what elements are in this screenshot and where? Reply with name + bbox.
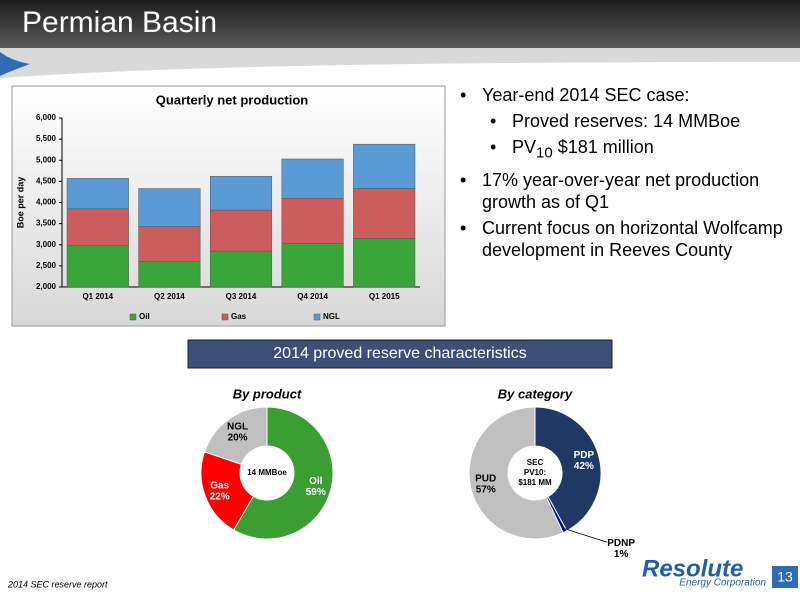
legend-label: Gas — [231, 312, 247, 321]
legend-swatch — [313, 313, 321, 321]
slice-label: PUD — [475, 474, 496, 485]
y-tick-label: 6,000 — [36, 113, 57, 122]
bullet-list: Year-end 2014 SEC case: Proved reserves:… — [458, 84, 793, 265]
y-tick-label: 5,000 — [36, 155, 57, 164]
y-tick-label: 4,000 — [36, 198, 57, 207]
x-tick-label: Q2 2014 — [154, 292, 185, 301]
bar-segment — [209, 176, 273, 211]
slice-value-label: 59% — [306, 487, 326, 498]
x-tick-label: Q1 2015 — [369, 292, 400, 301]
y-tick-label: 3,000 — [36, 240, 57, 249]
legend-label: NGL — [323, 312, 340, 321]
x-tick-label: Q4 2014 — [297, 292, 328, 301]
bar-segment — [281, 158, 344, 199]
pie-slice — [468, 406, 564, 540]
bullet: 17% year-over-year net production growth… — [460, 169, 793, 213]
page-number: 13 — [777, 569, 793, 585]
slice-label: Gas — [210, 480, 229, 491]
slice-label: Oil — [309, 476, 323, 487]
slice-value-label: 20% — [228, 433, 248, 444]
pie-slice — [200, 451, 255, 531]
banner — [187, 339, 613, 369]
y-tick-label: 4,500 — [36, 176, 57, 185]
leader-line — [563, 527, 608, 543]
sub-bullets: Proved reserves: 14 MMBoe PV10 $181 mill… — [482, 110, 793, 165]
y-tick-label: 2,000 — [36, 282, 57, 291]
pie-slice — [233, 406, 334, 540]
logo-tagline: Energy Corporation — [679, 578, 766, 589]
page-number-box — [772, 566, 798, 588]
pie-slice — [203, 406, 268, 465]
bar-segment — [138, 226, 201, 262]
slice-label: NGL — [227, 422, 248, 433]
y-tick-label: 5,500 — [36, 134, 57, 143]
header-swoosh — [0, 48, 800, 78]
subscript: 10 — [536, 144, 553, 162]
bullet-text: Current focus on horizontal Wolfcamp dev… — [482, 217, 783, 260]
bar-segment — [66, 208, 129, 246]
bar-segment — [281, 243, 344, 288]
logo: Resolute — [642, 555, 743, 582]
bullet: Current focus on horizontal Wolfcamp dev… — [460, 217, 793, 261]
bar-segment — [66, 245, 129, 288]
footer-note: 2014 SEC reserve report — [7, 579, 108, 589]
chart-title: Quarterly net production — [156, 92, 308, 107]
sub-bullet: PV10 $181 million — [490, 136, 793, 165]
y-tick-label: 2,500 — [36, 261, 57, 270]
slice-label: PDNP — [607, 538, 635, 549]
legend-swatch — [129, 313, 137, 321]
slice-value-label: 42% — [574, 461, 594, 472]
center-label: PV10: — [524, 468, 546, 477]
header-accent — [0, 52, 30, 76]
bar-segment — [138, 188, 201, 227]
x-tick-label: Q1 2014 — [82, 292, 113, 301]
x-tick-label: Q3 2014 — [226, 292, 257, 301]
bar-segment — [66, 178, 129, 210]
legend-label: Oil — [139, 312, 150, 321]
center-label: 14 MMBoe — [247, 468, 287, 477]
bullet-text: Year-end 2014 SEC case: — [482, 85, 690, 105]
bullet: Year-end 2014 SEC case: Proved reserves:… — [460, 84, 793, 165]
bullet-text: PV — [512, 137, 537, 157]
bar-segment — [353, 143, 416, 189]
sub-bullet: Proved reserves: 14 MMBoe — [490, 110, 793, 132]
bullets: Year-end 2014 SEC case: Proved reserves:… — [458, 84, 793, 261]
chart-title: By product — [233, 386, 302, 401]
bar-segment — [209, 209, 273, 252]
bar-segment — [353, 188, 416, 239]
bar-segment — [353, 238, 416, 288]
center-label: SEC — [527, 458, 544, 467]
bullet-text: Proved reserves: 14 MMBoe — [512, 111, 741, 131]
banner-text: 2014 proved reserve characteristics — [273, 345, 526, 362]
slice-value-label: 22% — [210, 491, 230, 502]
pie-slice — [534, 406, 602, 532]
bar-segment — [281, 198, 344, 244]
slice-label: PDP — [574, 450, 595, 461]
slice-value-label: 57% — [476, 485, 496, 496]
chart-title: By category — [498, 386, 573, 401]
bullet-text: $181 million — [552, 137, 654, 157]
bullet-text: 17% year-over-year net production growth… — [482, 169, 760, 212]
bar-segment — [209, 250, 273, 288]
slide-title: Permian Basin — [22, 6, 217, 39]
slice-value-label: 1% — [614, 549, 629, 560]
y-axis-label: Boe per day — [15, 177, 25, 229]
center-label: $181 MM — [518, 478, 552, 487]
y-tick-label: 3,500 — [36, 219, 57, 228]
bar-segment — [138, 261, 201, 288]
legend-swatch — [221, 313, 229, 321]
header-band — [0, 0, 800, 48]
